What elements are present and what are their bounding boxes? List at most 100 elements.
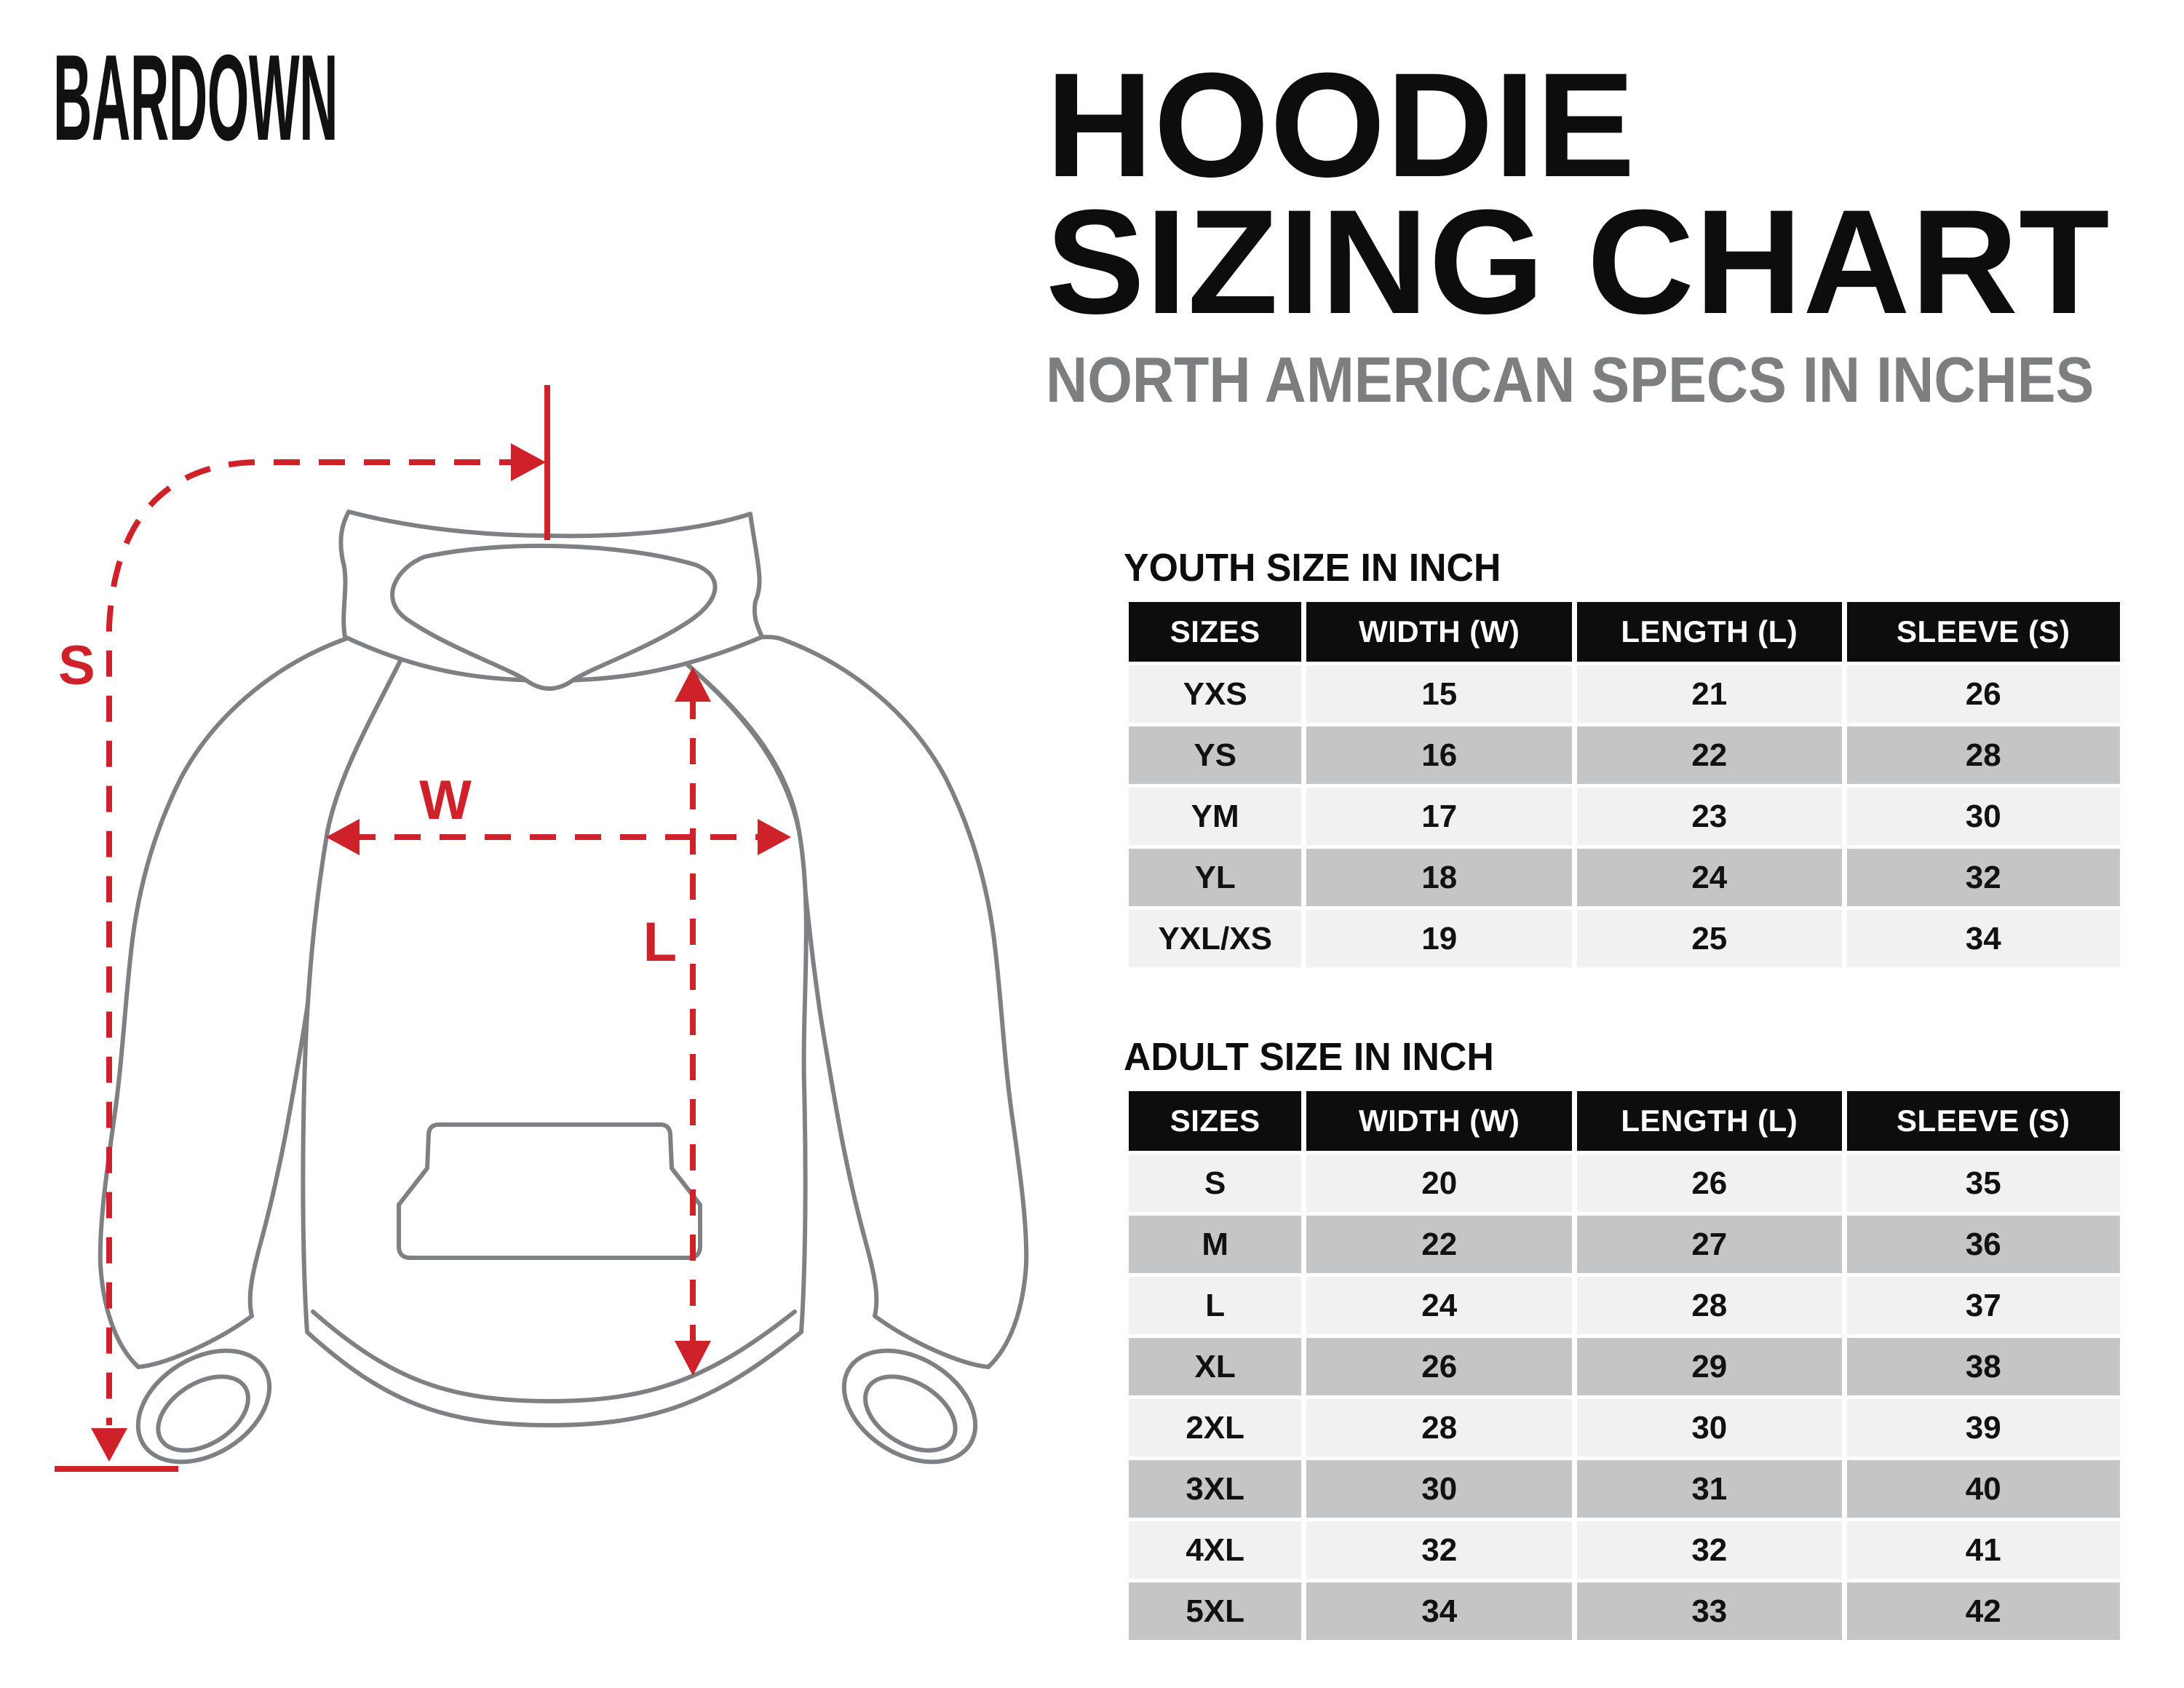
hoodie-left-cuff bbox=[135, 1348, 272, 1465]
width-cell: 17 bbox=[1306, 788, 1573, 845]
width-cell: 19 bbox=[1306, 910, 1573, 967]
sleeve-arrowhead-down-icon bbox=[91, 1428, 127, 1462]
size-cell: 5XL bbox=[1129, 1582, 1302, 1640]
length-cell: 23 bbox=[1577, 788, 1842, 845]
youth-size-section: YOUTH SIZE IN INCH SIZES WIDTH (W) LENGTH … bbox=[1124, 547, 2125, 971]
table-row: YXS 15 21 26 bbox=[1129, 665, 2120, 723]
table-row: 3XL 30 31 40 bbox=[1129, 1460, 2120, 1518]
page-title-line1: HOODIE bbox=[1046, 42, 1636, 208]
hoodie-hem-band bbox=[311, 1309, 797, 1403]
sleeve-measure-line bbox=[106, 459, 525, 1425]
adult-size-section: ADULT SIZE IN INCH SIZES WIDTH (W) LENGTH … bbox=[1124, 1037, 2125, 1644]
size-cell: L bbox=[1129, 1277, 1302, 1334]
brand-logo: BARDOWN bbox=[53, 29, 338, 166]
size-cell: YS bbox=[1129, 726, 1302, 784]
sleeve-cell: 26 bbox=[1846, 665, 2120, 723]
size-cell: 4XL bbox=[1129, 1521, 1302, 1579]
table-row: XL 26 29 38 bbox=[1129, 1338, 2120, 1395]
length-cell: 22 bbox=[1577, 726, 1842, 784]
column-header: SIZES bbox=[1129, 602, 1302, 662]
length-cell: 24 bbox=[1577, 849, 1842, 906]
adult-table-heading: ADULT SIZE IN INCH bbox=[1124, 1035, 1494, 1079]
length-cell: 27 bbox=[1577, 1216, 1842, 1273]
size-cell: YM bbox=[1129, 788, 1302, 845]
length-cell: 29 bbox=[1577, 1338, 1842, 1395]
width-cell: 16 bbox=[1306, 726, 1573, 784]
length-cell: 21 bbox=[1577, 665, 1842, 723]
sleeve-cell: 34 bbox=[1846, 910, 2120, 967]
width-arrowhead-right-icon bbox=[758, 819, 791, 855]
size-cell: YXS bbox=[1129, 665, 1302, 723]
table-row: M 22 27 36 bbox=[1129, 1216, 2120, 1273]
table-row: YXL/XS 19 25 34 bbox=[1129, 910, 2120, 967]
length-cell: 33 bbox=[1577, 1582, 1842, 1640]
width-arrowhead-left-icon bbox=[326, 819, 360, 855]
youth-size-table: SIZES WIDTH (W) LENGTH (L) SLEEVE (S) YXS 15 2… bbox=[1124, 598, 2125, 971]
page-title: HOODIE SIZING CHART bbox=[1046, 51, 2110, 336]
hoodie-right-cuff bbox=[841, 1348, 978, 1465]
sleeve-cell: 37 bbox=[1846, 1277, 2120, 1334]
sleeve-cell: 35 bbox=[1846, 1154, 2120, 1212]
length-label: L bbox=[643, 911, 677, 973]
length-arrowhead-down-icon bbox=[675, 1341, 711, 1376]
hoodie-diagram-svg: S W L bbox=[55, 385, 1029, 1472]
column-header: LENGTH (L) bbox=[1577, 1091, 1842, 1151]
length-cell: 31 bbox=[1577, 1460, 1842, 1518]
table-row: YL 18 24 32 bbox=[1129, 849, 2120, 906]
table-row: 5XL 34 33 42 bbox=[1129, 1582, 2120, 1640]
table-row: YS 16 22 28 bbox=[1129, 726, 2120, 784]
width-cell: 28 bbox=[1306, 1399, 1573, 1457]
sleeve-cell: 28 bbox=[1846, 726, 2120, 784]
length-cell: 25 bbox=[1577, 910, 1842, 967]
size-cell: M bbox=[1129, 1216, 1302, 1273]
sleeve-cell: 30 bbox=[1846, 788, 2120, 845]
size-cell: YL bbox=[1129, 849, 1302, 906]
hoodie-hood-opening bbox=[390, 543, 718, 691]
page-subtitle: NORTH AMERICAN SPECS IN INCHES bbox=[1046, 344, 2094, 416]
width-cell: 24 bbox=[1306, 1277, 1573, 1334]
sleeve-label: S bbox=[58, 635, 95, 697]
sleeve-cell: 32 bbox=[1846, 849, 2120, 906]
table-row: S 20 26 35 bbox=[1129, 1154, 2120, 1212]
table-row: L 24 28 37 bbox=[1129, 1277, 2120, 1334]
sleeve-cell: 36 bbox=[1846, 1216, 2120, 1273]
column-header: WIDTH (W) bbox=[1306, 1091, 1573, 1151]
width-cell: 20 bbox=[1306, 1154, 1573, 1212]
page-title-line2: SIZING CHART bbox=[1046, 179, 2110, 345]
column-header: LENGTH (L) bbox=[1577, 602, 1842, 662]
hoodie-measurement-diagram: S W L bbox=[36, 342, 1077, 1521]
table-row: YM 17 23 30 bbox=[1129, 788, 2120, 845]
column-header: SIZES bbox=[1129, 1091, 1302, 1151]
hoodie-body bbox=[301, 656, 809, 1427]
sleeve-cell: 40 bbox=[1846, 1460, 2120, 1518]
youth-table-heading: YOUTH SIZE IN INCH bbox=[1124, 546, 1501, 590]
length-arrowhead-up-icon bbox=[675, 667, 711, 702]
table-header-row: SIZES WIDTH (W) LENGTH (L) SLEEVE (S) bbox=[1129, 1091, 2120, 1151]
size-cell: 2XL bbox=[1129, 1399, 1302, 1457]
sleeve-cell: 41 bbox=[1846, 1521, 2120, 1579]
width-cell: 32 bbox=[1306, 1521, 1573, 1579]
width-cell: 18 bbox=[1306, 849, 1573, 906]
table-row: 2XL 28 30 39 bbox=[1129, 1399, 2120, 1457]
sleeve-cell: 38 bbox=[1846, 1338, 2120, 1395]
sleeve-cell: 39 bbox=[1846, 1399, 2120, 1457]
width-cell: 15 bbox=[1306, 665, 1573, 723]
width-cell: 34 bbox=[1306, 1582, 1573, 1640]
table-header-row: SIZES WIDTH (W) LENGTH (L) SLEEVE (S) bbox=[1129, 602, 2120, 662]
width-cell: 30 bbox=[1306, 1460, 1573, 1518]
size-cell: 3XL bbox=[1129, 1460, 1302, 1518]
table-row: 4XL 32 32 41 bbox=[1129, 1521, 2120, 1579]
adult-size-table: SIZES WIDTH (W) LENGTH (L) SLEEVE (S) S 20 26 3… bbox=[1124, 1087, 2125, 1644]
column-header: SLEEVE (S) bbox=[1846, 602, 2120, 662]
width-label: W bbox=[419, 769, 472, 831]
width-cell: 26 bbox=[1306, 1338, 1573, 1395]
width-cell: 22 bbox=[1306, 1216, 1573, 1273]
column-header: SLEEVE (S) bbox=[1846, 1091, 2120, 1151]
sleeve-cell: 42 bbox=[1846, 1582, 2120, 1640]
length-cell: 26 bbox=[1577, 1154, 1842, 1212]
hoodie-right-sleeve bbox=[683, 635, 1029, 1369]
length-cell: 28 bbox=[1577, 1277, 1842, 1334]
size-cell: YXL/XS bbox=[1129, 910, 1302, 967]
sleeve-arrowhead-right-icon bbox=[511, 443, 546, 481]
